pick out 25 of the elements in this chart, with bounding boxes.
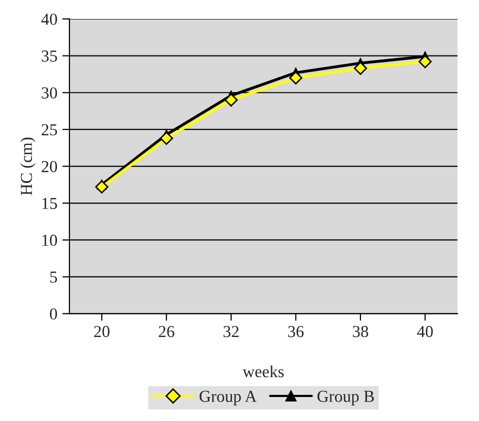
x-axis-title: weeks [242,366,284,378]
legend-label: Group A [200,390,257,406]
x-tick-label: 36 [288,326,304,338]
y-axis-title: HC (cm) [20,138,36,196]
x-tick-label: 38 [352,326,368,338]
point [224,93,238,107]
point [289,71,302,84]
y-tick-label: 35 [42,50,57,62]
y-tick-label: 15 [42,198,57,210]
legend-label: Group B [317,390,374,406]
point [95,180,108,194]
y-tick-label: 0 [50,308,58,320]
y-tick-label: 20 [42,160,58,172]
point [418,55,432,68]
point [354,62,368,75]
y-tick-label: 5 [50,272,57,283]
x-tick-label: 40 [417,326,433,338]
y-tick-label: 30 [42,87,58,99]
y-tick-label: 25 [42,124,57,136]
x-tick-label: 26 [158,326,174,338]
x-tick-label: 32 [224,326,239,338]
y-tick-label: 40 [41,14,58,25]
y-tick-label: 10 [42,234,58,246]
point [160,132,174,145]
x-tick-label: 20 [94,326,110,338]
